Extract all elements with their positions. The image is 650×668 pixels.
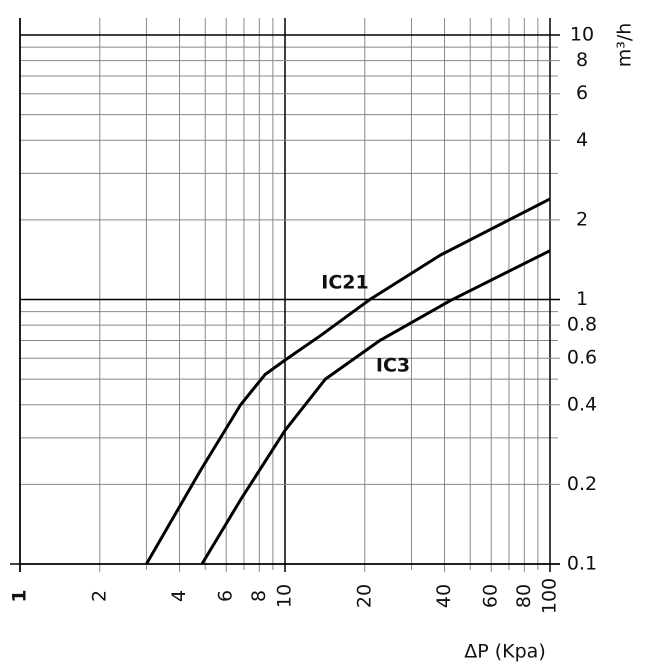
x-tick-label: 60 [480, 584, 502, 608]
y-tick-label: 1 [576, 288, 588, 310]
series-label: IC3 [376, 355, 410, 377]
y-tick-label: 0.1 [567, 553, 597, 575]
x-tick-label: 100 [539, 578, 561, 614]
y-tick-label: 0.8 [567, 314, 597, 336]
curve [145, 197, 551, 565]
x-tick-label: 1 [9, 589, 31, 602]
y-tick-label: 0.6 [567, 347, 597, 369]
series-label: IC21 [321, 272, 368, 294]
y-tick-label: 10 [570, 24, 594, 46]
y-tick-label: 6 [576, 82, 588, 104]
y-tick-label: 0.4 [567, 393, 597, 415]
x-tick-label: 10 [274, 584, 296, 608]
x-tick-label: 80 [513, 584, 535, 608]
x-tick-label: 6 [215, 590, 237, 602]
y-tick-label: 0.2 [567, 473, 597, 495]
x-tick-label: 20 [353, 584, 375, 608]
curve [200, 249, 551, 565]
y-axis-label: m³/h [614, 23, 636, 68]
y-tick-label: 8 [576, 49, 588, 71]
x-tick-label: 8 [248, 590, 270, 602]
x-axis-label: ΔP (Kpa) [464, 641, 545, 663]
x-tick-label: 4 [168, 590, 190, 602]
x-tick-label: 2 [88, 590, 110, 602]
y-tick-label: 2 [576, 208, 588, 230]
y-tick-label: 4 [576, 129, 588, 151]
x-tick-label: 40 [433, 584, 455, 608]
